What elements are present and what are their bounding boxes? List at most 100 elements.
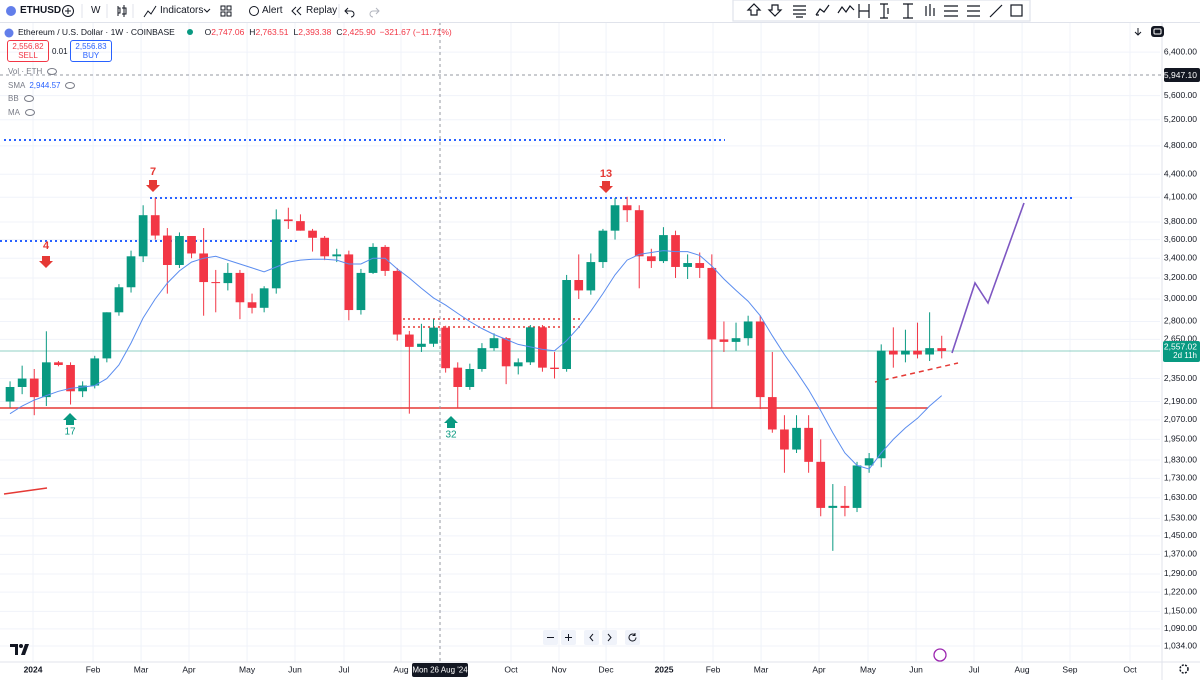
legend-logo	[4, 28, 14, 38]
y-tick-label: 3,400.00	[1164, 252, 1197, 262]
x-tick-label: Mar	[134, 664, 149, 674]
candle-body	[913, 350, 922, 355]
candle-body	[138, 215, 148, 257]
countdown: 2d 11h	[1173, 351, 1197, 360]
candle-body	[344, 254, 354, 311]
y-tick-label: 1,290.00	[1164, 568, 1197, 578]
tool-rect[interactable]	[967, 5, 980, 17]
x-tick-label: 2025	[655, 664, 674, 674]
candle-body	[792, 427, 801, 450]
candle-body	[162, 235, 172, 265]
candle-body	[840, 505, 850, 508]
layouts-button[interactable]	[220, 5, 232, 17]
alert-button[interactable]: Alert	[262, 5, 283, 16]
candle-body	[876, 350, 886, 459]
candle-body	[283, 219, 293, 222]
x-tick-label: Oct	[504, 664, 518, 674]
x-tick-label: Feb	[706, 664, 721, 674]
tool-box[interactable]	[1010, 4, 1023, 17]
tool-arrow-down[interactable]	[767, 4, 783, 17]
tv-logo-dot	[19, 644, 23, 648]
reset-chart[interactable]	[625, 630, 640, 645]
scroll-left[interactable]	[584, 630, 599, 645]
candle-body	[598, 230, 608, 263]
x-tick-label: Sep	[1062, 664, 1077, 674]
candle-body	[816, 461, 826, 508]
buy-price: 2,556.83	[75, 42, 107, 51]
visibility-toggle[interactable]	[25, 108, 35, 116]
sell-arrow	[146, 180, 160, 192]
sma-line	[9, 250, 943, 470]
interval-button[interactable]: W	[91, 5, 101, 16]
event-icon[interactable]	[933, 648, 947, 662]
redo-button[interactable]	[369, 7, 380, 18]
zoom-in-icon	[565, 634, 572, 641]
candle-body	[199, 253, 208, 283]
crosshair-price-box	[1164, 68, 1200, 82]
indicators-button[interactable]: Indicators	[160, 5, 204, 16]
axis-settings[interactable]	[1179, 664, 1189, 674]
legend: Ethereum / U.S. Dollar · 1W · COINBASE O…	[18, 27, 452, 37]
candle-body	[187, 235, 196, 254]
candle-body	[259, 288, 269, 308]
settings-toggle[interactable]	[1151, 26, 1164, 37]
indicators-menu[interactable]	[203, 8, 211, 13]
candle-body	[501, 338, 511, 367]
tool-price-range[interactable]	[880, 3, 889, 19]
tool-range[interactable]	[858, 4, 870, 18]
last-price-box	[1163, 341, 1200, 363]
x-tick-label: May	[239, 664, 256, 674]
y-tick-label: 1,830.00	[1164, 454, 1197, 464]
replay-button[interactable]: Replay	[306, 5, 338, 16]
top-toolbar: ETHUSD W Indicators Alert Replay	[0, 0, 1200, 23]
candle-body	[392, 270, 402, 335]
ohlc-key: C	[336, 27, 343, 37]
undo-button[interactable]	[344, 7, 355, 18]
drawings	[0, 22, 1162, 662]
x-tick-label: May	[860, 664, 877, 674]
y-tick-label: 4,800.00	[1164, 140, 1197, 150]
candle-body	[755, 321, 765, 398]
candle-body	[150, 215, 160, 236]
y-tick-label: 4,400.00	[1164, 168, 1197, 178]
scroll-icon[interactable]	[1134, 28, 1142, 36]
candle-body	[368, 246, 378, 273]
tool-position[interactable]	[944, 5, 958, 17]
projection-path	[951, 202, 1025, 354]
symbol-button[interactable]: ETHUSD	[20, 5, 62, 16]
y-tick-label: 4,100.00	[1164, 191, 1197, 201]
tool-fib[interactable]	[793, 5, 806, 18]
tool-pattern[interactable]	[815, 4, 830, 16]
y-tick-label: 1,450.00	[1164, 530, 1197, 540]
ohlc-value: 2,763.51	[255, 27, 289, 37]
y-tick-label: 1,150.00	[1164, 606, 1197, 616]
visibility-toggle[interactable]	[65, 81, 76, 89]
ohlc-value: 2,393.38	[298, 27, 332, 37]
buy-button[interactable]: 2,556.83 BUY	[70, 40, 112, 62]
x-tick-label: Apr	[182, 664, 195, 674]
chart-type-button[interactable]	[117, 5, 127, 17]
study-value: 2,944.57	[29, 80, 61, 90]
tool-date-range[interactable]	[903, 3, 913, 19]
signal-label: 32	[445, 430, 457, 441]
study-name: Vol · ETH	[8, 67, 43, 76]
tool-trend[interactable]	[989, 4, 1003, 18]
visibility-toggle[interactable]	[47, 68, 58, 76]
y-tick-label: 1,090.00	[1164, 623, 1197, 633]
candle-body	[356, 272, 366, 311]
tool-arrow-up[interactable]	[746, 3, 762, 16]
tool-elliott[interactable]	[837, 5, 855, 14]
candle-body	[66, 364, 75, 392]
sell-button[interactable]: 2,556.82 SELL	[7, 40, 49, 62]
candle-body	[5, 386, 15, 402]
candle-body	[271, 219, 281, 289]
visibility-toggle[interactable]	[23, 95, 34, 103]
tool-forecast[interactable]	[925, 4, 935, 16]
ohlc-value: 2,747.06	[211, 27, 245, 37]
compare-button[interactable]	[62, 5, 74, 17]
candle-body	[586, 262, 596, 291]
scroll-right[interactable]	[602, 630, 617, 645]
sell-arrow	[599, 181, 613, 193]
zoom-controls	[543, 630, 640, 645]
